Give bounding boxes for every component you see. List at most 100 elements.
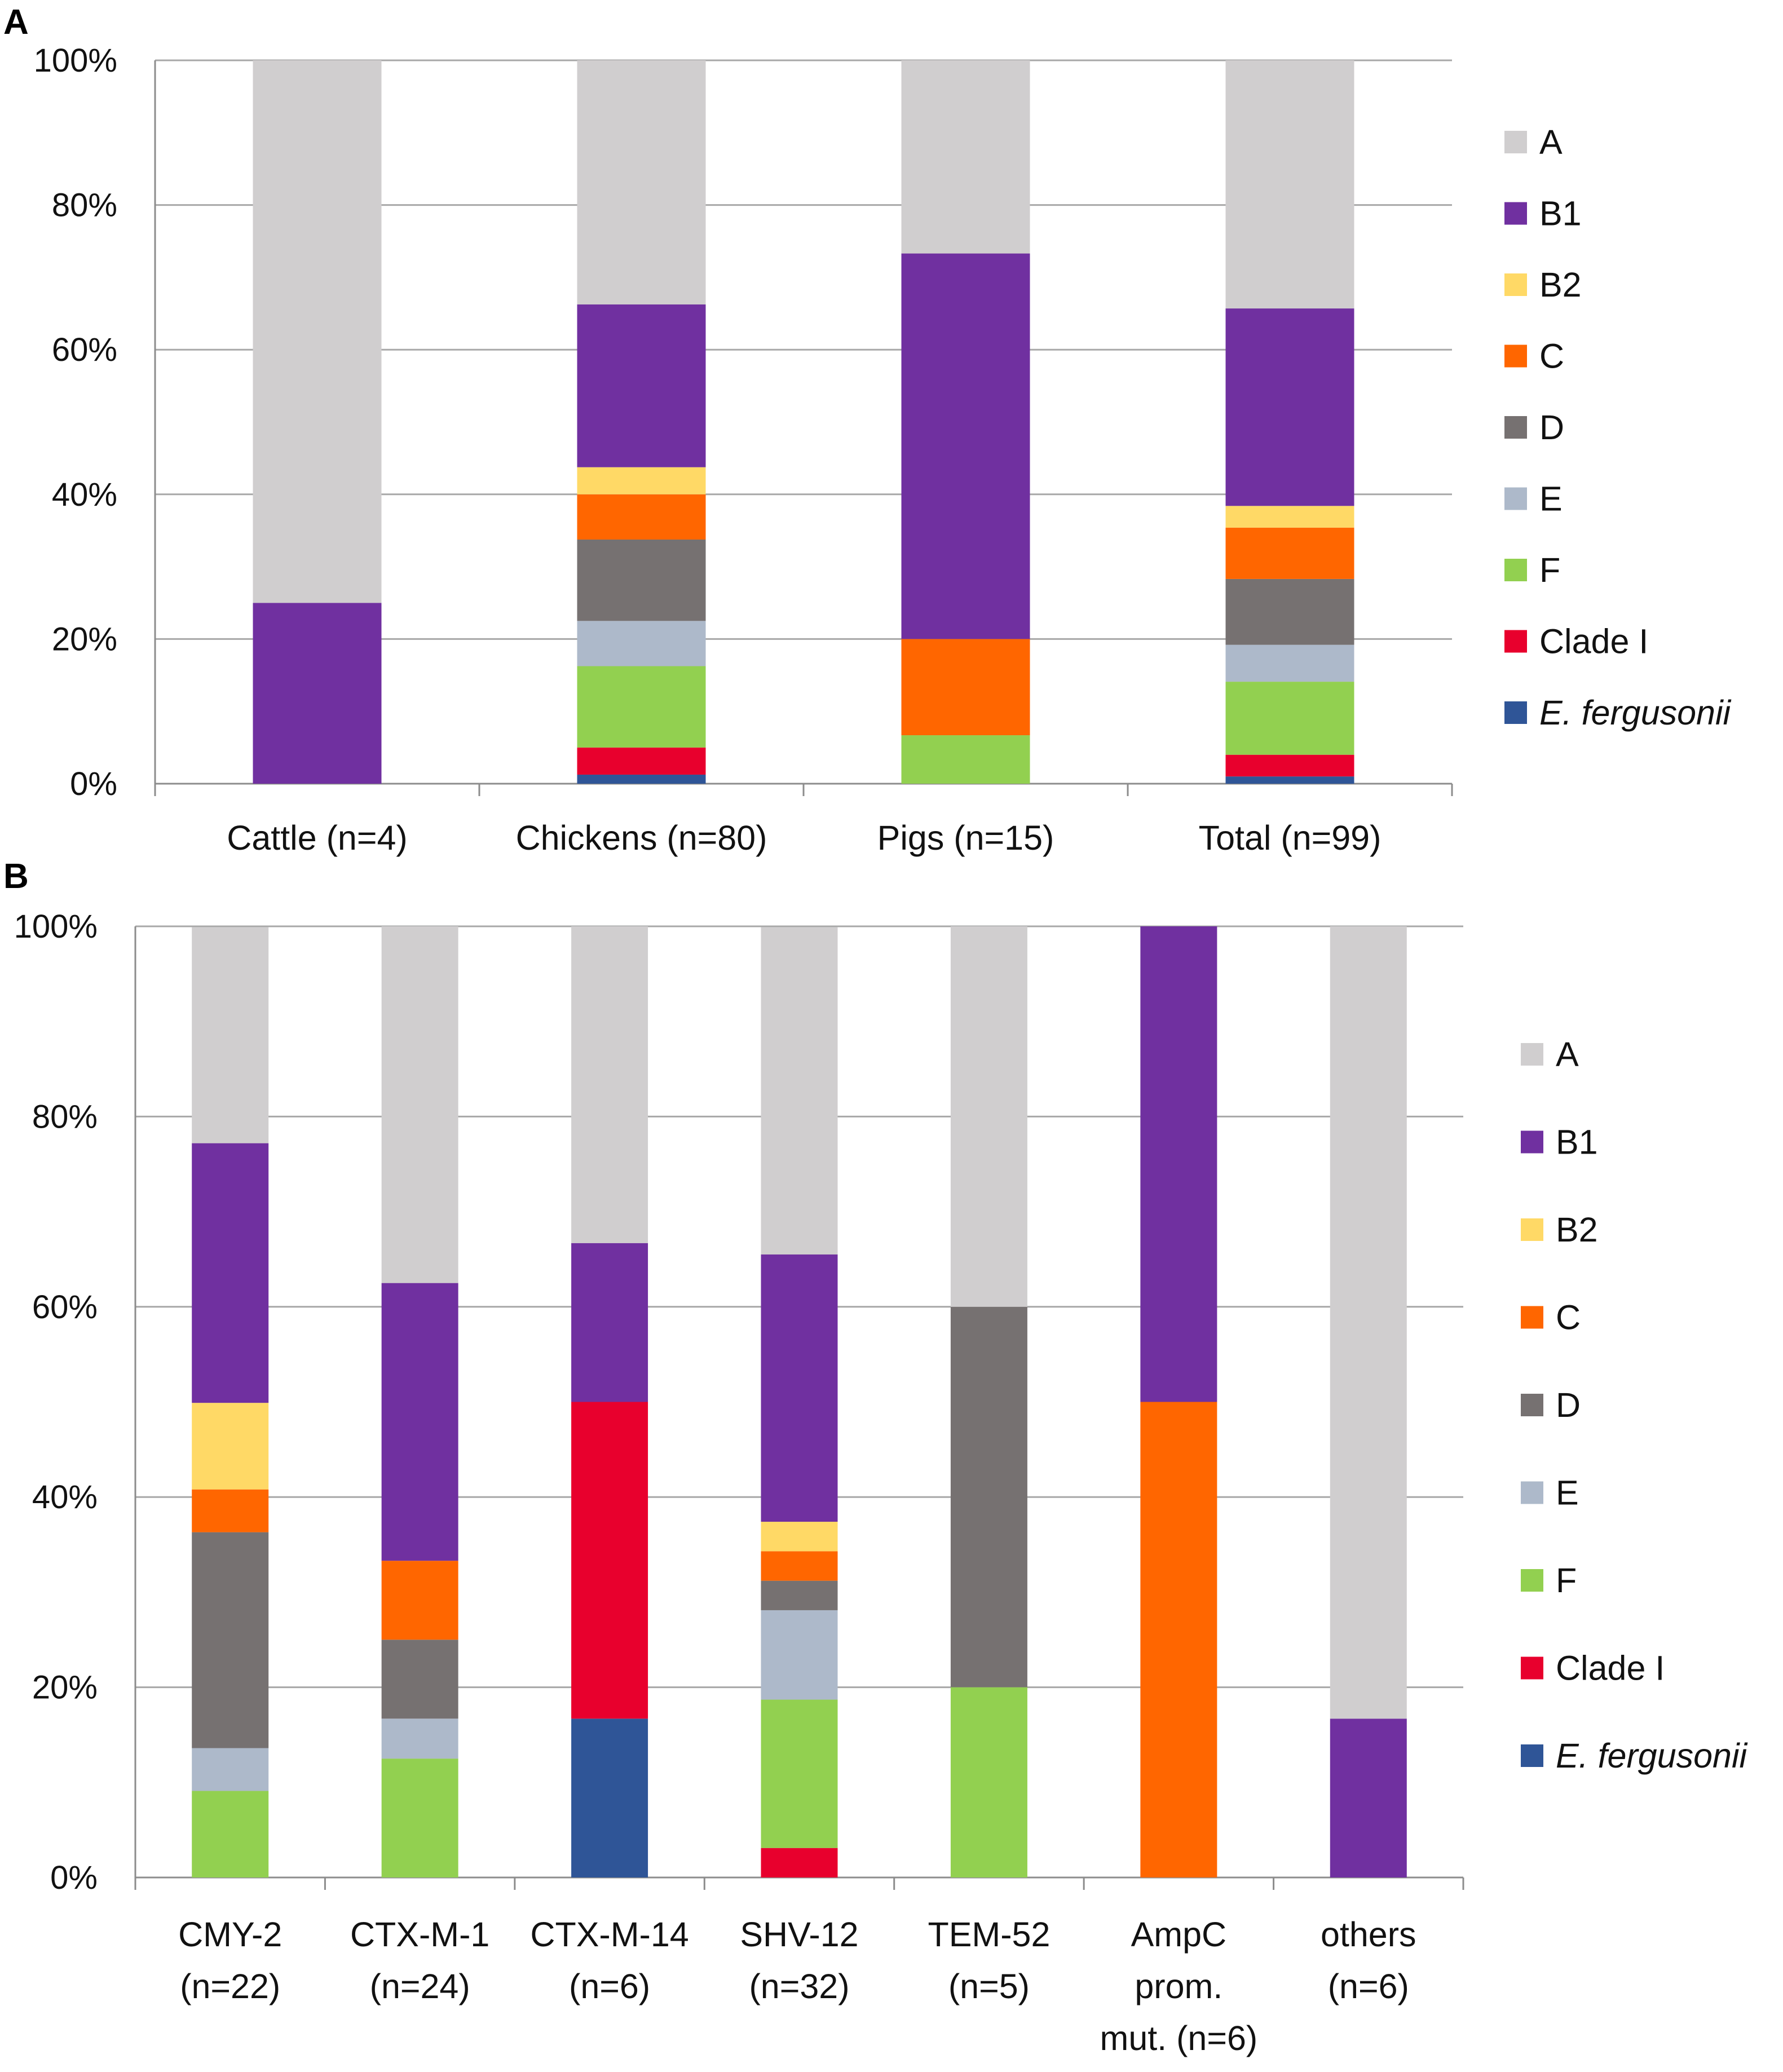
y-tick-label: 100% (34, 42, 117, 79)
x-category-label: (n=32) (749, 1967, 849, 2005)
legend-swatch-clade-i (1504, 630, 1527, 653)
bar-segment-f (381, 1759, 458, 1877)
x-category-label: TEM-52 (928, 1915, 1050, 1954)
x-category-label: Pigs (n=15) (877, 819, 1054, 857)
bar-segment-c (1140, 1402, 1217, 1877)
bar-segment-c (1225, 527, 1354, 579)
panel-a-label: A (3, 3, 29, 42)
bar-segment-b2 (761, 1522, 838, 1552)
panel-a-x-axis: Cattle (n=4) Chickens (n=80) Pigs (n=15) To… (154, 784, 1453, 857)
bar-segment-a (571, 926, 648, 1243)
legend-swatch-c (1521, 1306, 1543, 1329)
y-tick-label: 60% (52, 332, 117, 368)
bar-segment-b1 (761, 1254, 838, 1522)
x-category-label: mut. (n=6) (1100, 2019, 1258, 2057)
bar-segment-c (381, 1561, 458, 1640)
bar-segment-c (192, 1489, 269, 1532)
bar-segment-b1 (577, 304, 706, 467)
bar-segment-e (577, 621, 706, 666)
bar-segment-a (1330, 926, 1407, 1719)
bar-segment-clade-i (571, 1402, 648, 1719)
panel-b: B 0% 20% 40% 60% 80% 100% CMY-2 (n=22) CTX-M-1 (… (3, 857, 1748, 2057)
bar-segment-d (761, 1580, 838, 1610)
legend-label-f: F (1556, 1561, 1577, 1600)
legend-label-a: A (1556, 1035, 1579, 1073)
panel-b-y-axis: 0% 20% 40% 60% 80% 100% (14, 908, 98, 1896)
y-tick-label: 100% (14, 908, 98, 945)
legend-swatch-d (1504, 416, 1527, 439)
y-tick-label: 0% (70, 766, 117, 802)
bar-segment-b2 (577, 467, 706, 494)
bar-segment-b1 (1330, 1718, 1407, 1877)
legend-swatch-a (1521, 1043, 1543, 1066)
bar-segment-c (901, 639, 1030, 736)
y-tick-label: 20% (32, 1669, 98, 1706)
bar-segment-d (1225, 578, 1354, 645)
panel-b-label: B (3, 857, 29, 896)
legend-label-f: F (1539, 551, 1560, 589)
legend-label-c: C (1539, 337, 1564, 375)
panel-a-y-axis: 0% 20% 40% 60% 80% 100% (34, 42, 117, 802)
bar-segment-f (761, 1699, 838, 1848)
x-category-label: Cattle (n=4) (227, 819, 407, 857)
x-category-label: Total (n=99) (1199, 819, 1382, 857)
bar-segment-b1 (192, 1143, 269, 1403)
legend-swatch-f (1521, 1569, 1543, 1592)
legend-label-b2: B2 (1539, 266, 1582, 304)
bar-segment-f (1225, 682, 1354, 755)
legend-swatch-b2 (1504, 273, 1527, 296)
bar-segment-b2 (1225, 506, 1354, 528)
legend-swatch-e (1504, 487, 1527, 510)
panel-b-legend: A B1 B2 C D E F Clade I E. fergusonii (1521, 1035, 1748, 1775)
legend-swatch-d (1521, 1394, 1543, 1416)
bar-segment-a (761, 927, 838, 1255)
legend-swatch-f (1504, 559, 1527, 581)
x-category-label: others (1321, 1915, 1416, 1954)
bar-segment-clade-i (761, 1848, 838, 1877)
bar-segment-clade-i (577, 747, 706, 775)
bar-segment-e-fergusonii (577, 774, 706, 784)
bar-segment-a (381, 926, 458, 1283)
bar-segment-a (192, 927, 269, 1143)
bar-segment-d (381, 1640, 458, 1719)
bar-segment-d (192, 1532, 269, 1748)
x-category-label: prom. (1135, 1967, 1222, 2005)
x-category-label: (n=5) (948, 1967, 1030, 2005)
bar-segment-a (253, 60, 382, 603)
x-category-label: (n=6) (1328, 1967, 1409, 2005)
y-tick-label: 60% (32, 1289, 98, 1326)
legend-label-b1: B1 (1556, 1123, 1598, 1161)
legend-swatch-e-fergusonii (1521, 1744, 1543, 1767)
x-category-label: (n=6) (569, 1967, 650, 2005)
panel-b-x-axis: CMY-2 (n=22) CTX-M-1 (n=24) CTX-M-14 (n=6) SHV… (134, 1877, 1464, 2057)
legend-swatch-b1 (1504, 202, 1527, 225)
bar-segment-b1 (381, 1283, 458, 1561)
bar-segment-d (950, 1306, 1027, 1687)
bar-segment-f (950, 1687, 1027, 1877)
bar-segment-a (950, 926, 1027, 1307)
legend-swatch-a (1504, 131, 1527, 153)
bar-segment-b1 (1140, 926, 1217, 1402)
bar-segment-a (1225, 60, 1354, 309)
x-category-label: CTX-M-1 (350, 1915, 489, 1954)
bar-segment-f (192, 1791, 269, 1877)
x-category-label: SHV-12 (740, 1915, 858, 1954)
x-category-label: AmpC (1131, 1915, 1226, 1954)
legend-label-d: D (1556, 1386, 1581, 1424)
panel-a: A 0% 20% 40% 60% 80% 100% Cattle (n=4) Chicken… (3, 3, 1732, 857)
bar-segment-b1 (571, 1243, 648, 1402)
y-tick-label: 80% (52, 187, 117, 224)
legend-label-e-fergusonii: E. fergusonii (1556, 1737, 1748, 1775)
bar-segment-f (901, 735, 1030, 784)
bar-segment-b1 (253, 603, 382, 784)
legend-label-clade-i: Clade I (1539, 622, 1648, 661)
y-tick-label: 40% (32, 1479, 98, 1516)
legend-label-b2: B2 (1556, 1210, 1598, 1249)
bar-segment-c (761, 1551, 838, 1581)
bar-segment-a (901, 60, 1030, 254)
bar-segment-clade-i (1225, 754, 1354, 777)
legend-label-c: C (1556, 1298, 1581, 1337)
bar-segment-e (1225, 644, 1354, 682)
